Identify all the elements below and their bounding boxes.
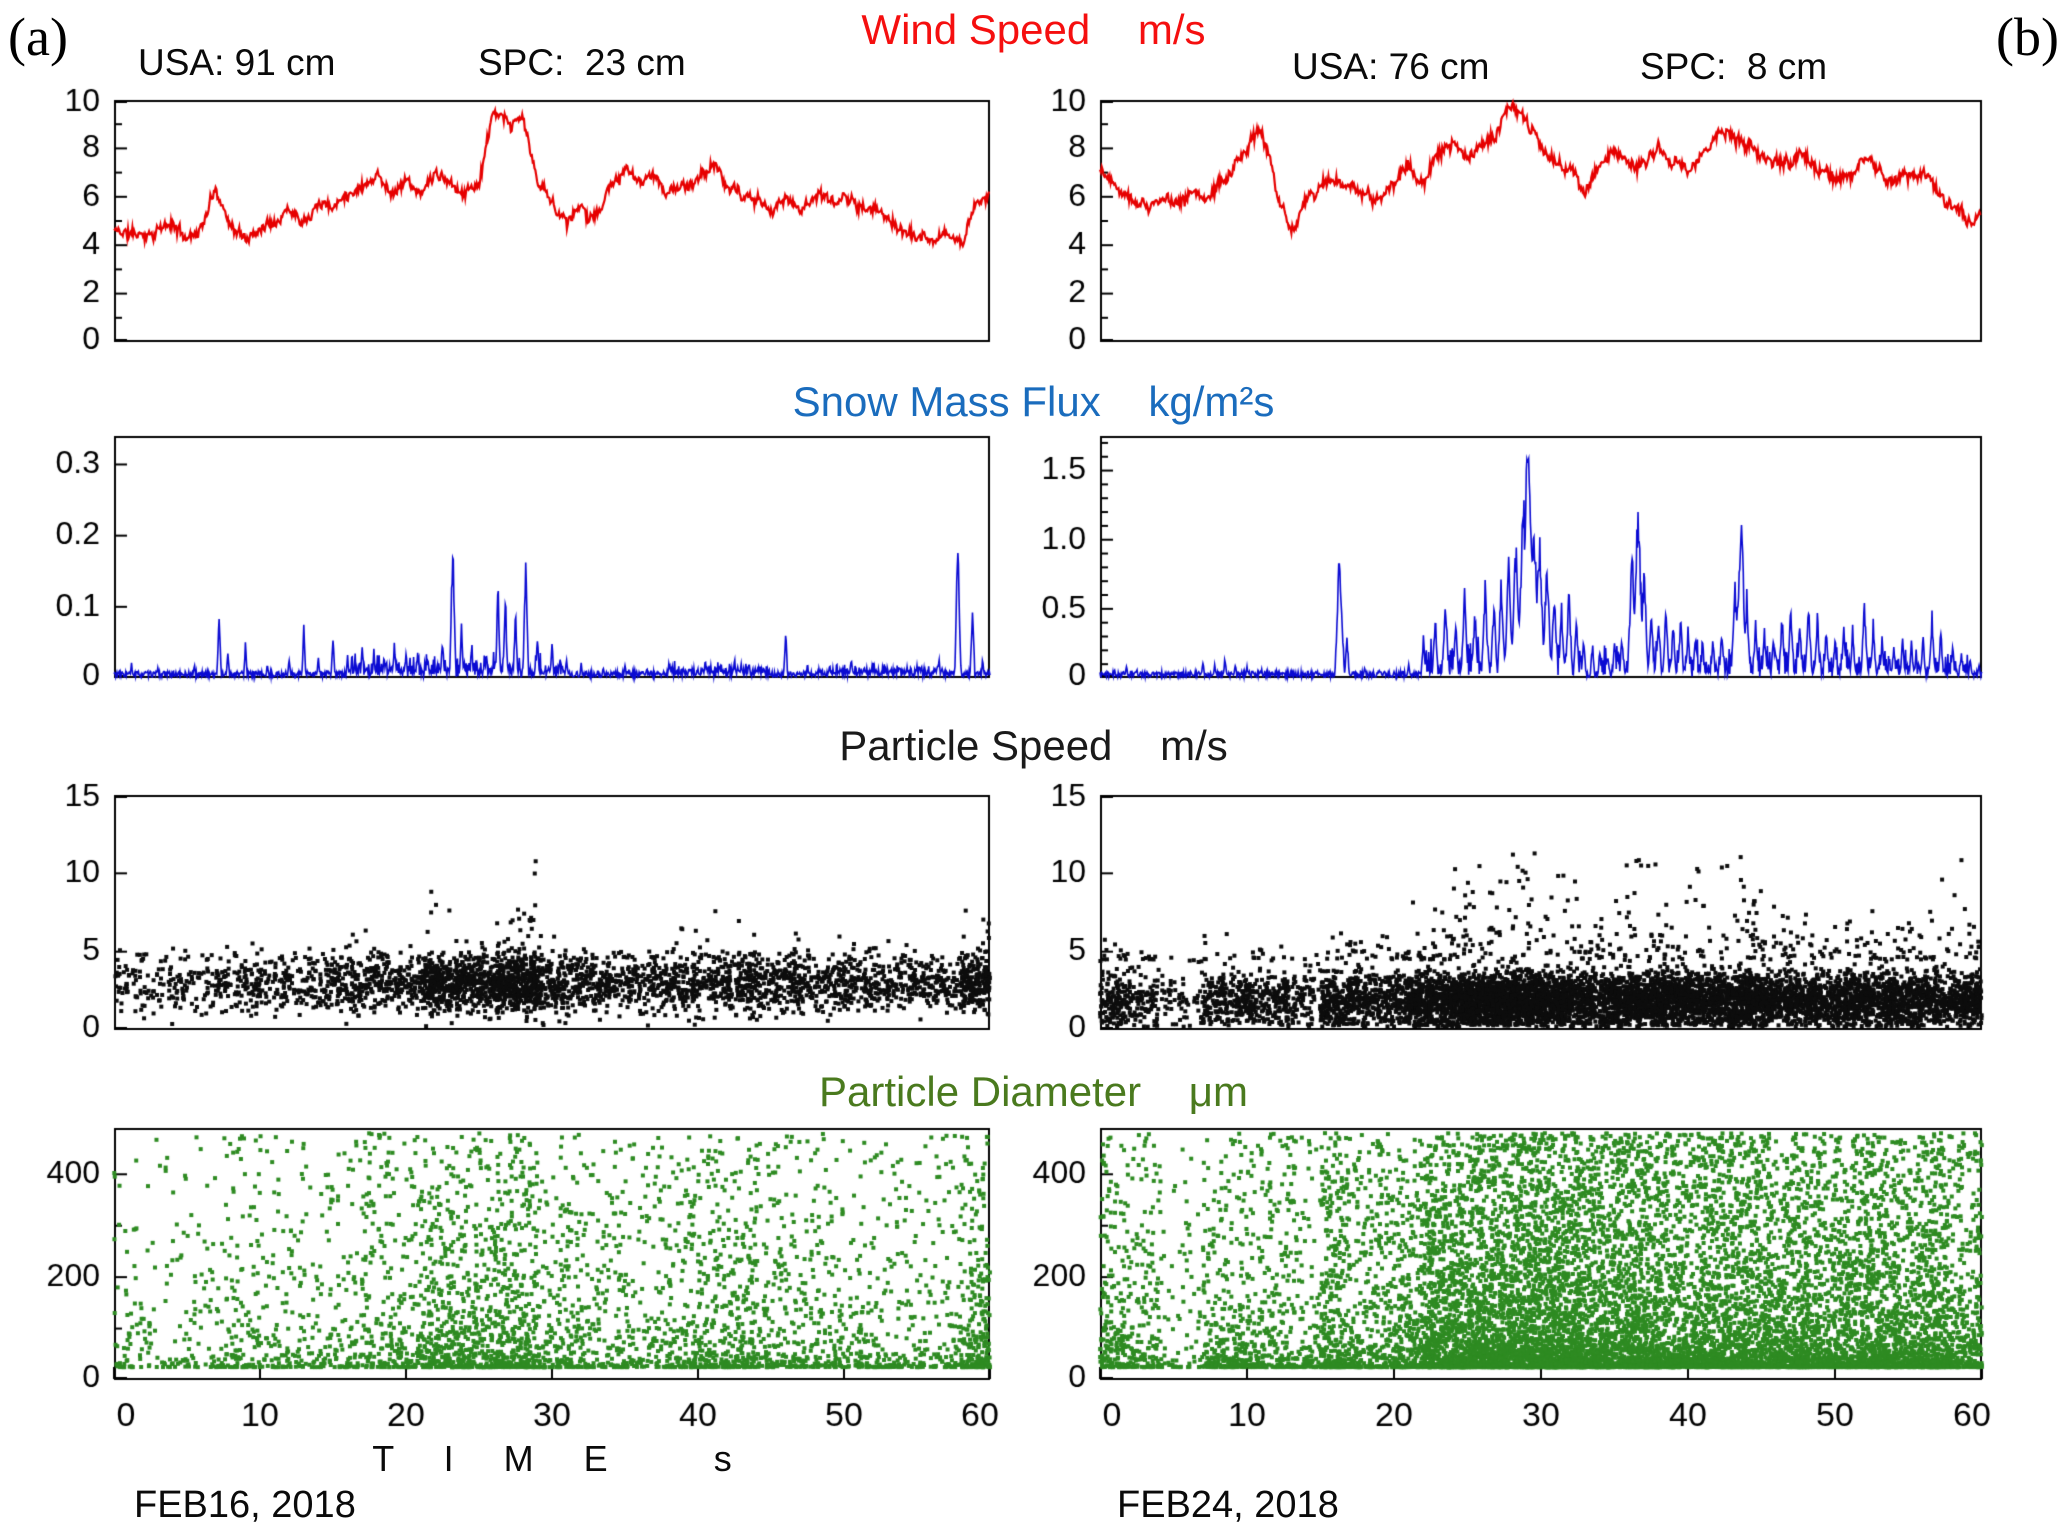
header-usa-b: USA: 76 cm xyxy=(1292,46,1490,87)
wind-speed-plot-b xyxy=(1000,88,1992,354)
particle-speed-title: Particle Speed m/s xyxy=(0,722,2067,770)
panel-label-a: (a) xyxy=(8,7,68,67)
header-usa-a: USA: 91 cm xyxy=(138,42,336,83)
particle-speed-plot-a xyxy=(14,783,1000,1042)
panel-label-b: (b) xyxy=(1996,7,2059,67)
snow-mass-flux-plot-b xyxy=(1000,424,1992,690)
particle-speed-title-text: Particle Speed xyxy=(839,722,1113,769)
particle-diameter-title-text: Particle Diameter xyxy=(819,1068,1142,1115)
particle-diameter-plot-b xyxy=(1000,1116,1992,1455)
header-spc-a: SPC: 23 cm xyxy=(478,42,686,83)
particle-diameter-plot-a xyxy=(14,1116,1000,1455)
snow-mass-flux-title: Snow Mass Flux kg/m²s xyxy=(0,378,2067,426)
snow-mass-flux-units: kg/m²s xyxy=(1148,378,1275,425)
snow-mass-flux-plot-a xyxy=(14,424,1000,690)
time-axis-text: T I M E xyxy=(372,1438,608,1479)
wind-speed-title-text: Wind Speed xyxy=(861,6,1091,53)
wind-speed-units: m/s xyxy=(1137,6,1206,53)
snow-mass-flux-title-text: Snow Mass Flux xyxy=(792,378,1101,425)
header-spc-b: SPC: 8 cm xyxy=(1640,46,1828,87)
particle-diameter-units: μm xyxy=(1188,1068,1248,1115)
particle-speed-plot-b xyxy=(1000,783,1992,1042)
time-axis-label: T I M E s xyxy=(114,1438,990,1480)
date-a: FEB16, 2018 xyxy=(134,1484,356,1526)
date-b: FEB24, 2018 xyxy=(1117,1484,1339,1526)
wind-speed-plot-a xyxy=(14,88,1000,354)
particle-speed-units: m/s xyxy=(1160,722,1228,769)
time-axis-unit: s xyxy=(713,1438,732,1479)
particle-diameter-title: Particle Diameter μm xyxy=(0,1068,2067,1116)
wind-speed-title: Wind Speed m/s xyxy=(0,6,2067,54)
